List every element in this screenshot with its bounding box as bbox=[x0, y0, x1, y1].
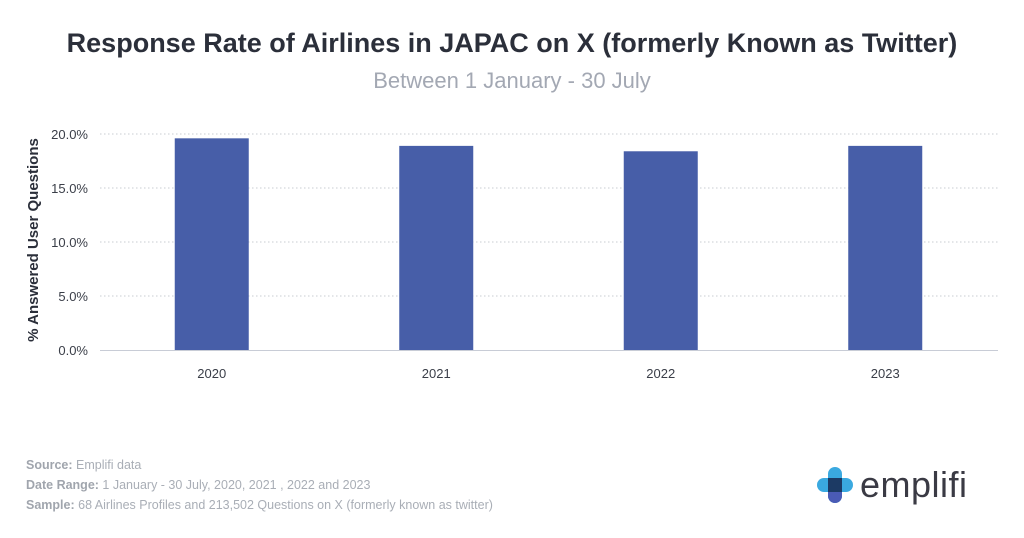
y-axis-label: % Answered User Questions bbox=[25, 138, 42, 342]
y-tick-label: 20.0% bbox=[51, 127, 88, 142]
y-tick-label: 10.0% bbox=[51, 235, 88, 250]
x-tick-label: 2023 bbox=[871, 366, 900, 381]
bar-2022 bbox=[623, 151, 698, 350]
bar-2020 bbox=[174, 138, 249, 350]
x-tick-label: 2021 bbox=[422, 366, 451, 381]
x-tick-label: 2022 bbox=[646, 366, 675, 381]
bar-2021 bbox=[399, 145, 474, 350]
x-tick-label: 2020 bbox=[197, 366, 226, 381]
y-tick-label: 15.0% bbox=[51, 181, 88, 196]
chart-subtitle: Between 1 January - 30 July bbox=[373, 68, 651, 93]
emplifi-logo: emplifi bbox=[816, 464, 968, 506]
bar-chart: % Answered User Questions 0.0% 5.0% 10.0% 1… bbox=[25, 127, 998, 381]
chart-title: Response Rate of Airlines in JAPAC on X … bbox=[66, 28, 958, 58]
footer-date-range: Date Range: 1 January - 30 July, 2020, 2… bbox=[26, 478, 371, 492]
footer-sample: Sample: 68 Airlines Profiles and 213,502… bbox=[26, 498, 493, 512]
y-tick-label: 5.0% bbox=[58, 289, 88, 304]
bar-2023 bbox=[848, 145, 923, 350]
emplifi-cross-icon bbox=[817, 467, 853, 503]
y-tick-label: 0.0% bbox=[58, 343, 88, 358]
footer-source: Source: Emplifi data bbox=[26, 458, 142, 472]
